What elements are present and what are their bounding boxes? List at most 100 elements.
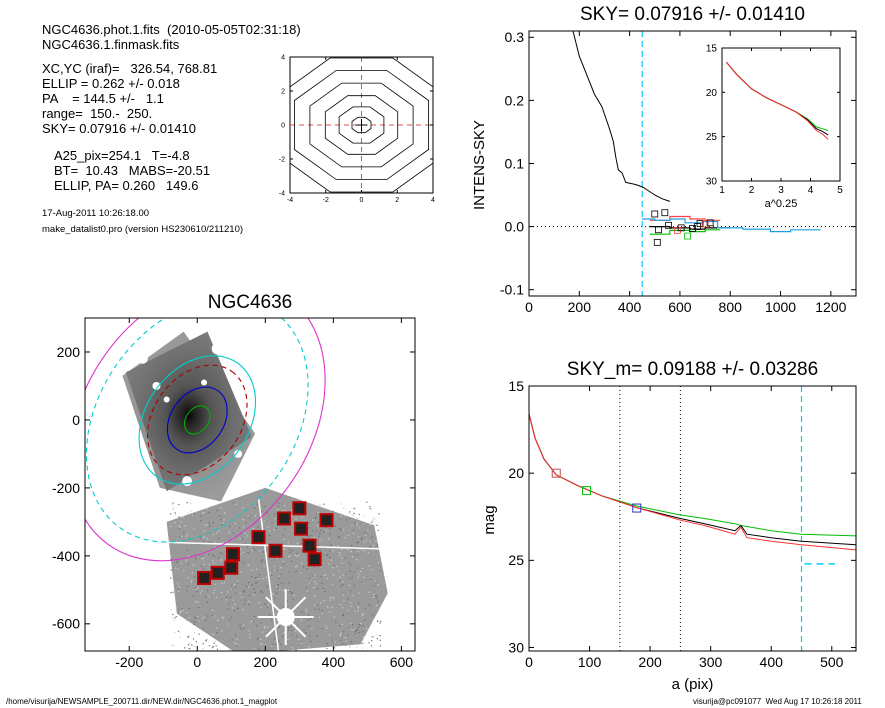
- noise-pixel: [204, 524, 206, 526]
- noise-pixel: [187, 533, 189, 536]
- noise-pixel: [232, 599, 234, 601]
- noise-pixel: [188, 648, 191, 650]
- noise-pixel: [192, 564, 194, 566]
- noise-pixel: [278, 575, 281, 577]
- noise-pixel: [317, 608, 320, 610]
- noise-pixel: [343, 600, 345, 602]
- noise-pixel: [185, 619, 188, 621]
- noise-pixel: [213, 533, 215, 536]
- noise-pixel: [235, 592, 237, 594]
- noise-pixel: [212, 521, 214, 524]
- noise-pixel: [305, 587, 307, 589]
- noise-pixel: [372, 519, 374, 521]
- noise-pixel: [195, 601, 197, 603]
- noise-pixel: [268, 530, 270, 532]
- noise-pixel: [295, 555, 297, 557]
- noise-pixel: [341, 562, 343, 564]
- noise-pixel: [251, 549, 253, 551]
- noise-pixel: [371, 569, 373, 571]
- noise-pixel: [323, 574, 325, 577]
- noise-pixel: [193, 621, 195, 623]
- noise-pixel: [187, 563, 189, 565]
- noise-pixel: [275, 567, 277, 569]
- contour-ytick-label: 4: [281, 54, 285, 61]
- noise-pixel: [177, 517, 179, 519]
- noise-pixel: [363, 642, 365, 644]
- noise-pixel: [232, 532, 234, 534]
- noise-pixel: [186, 611, 188, 614]
- noise-pixel: [228, 525, 231, 527]
- noise-pixel: [221, 524, 223, 526]
- image-content: [85, 318, 388, 651]
- noise-pixel: [211, 614, 214, 617]
- noise-pixel: [362, 625, 364, 627]
- info-date: 17-Aug-2011 10:26:18.00: [42, 208, 150, 219]
- noise-pixel: [198, 606, 200, 609]
- noise-pixel: [206, 524, 208, 526]
- noise-pixel: [249, 634, 251, 636]
- noise-pixel: [306, 611, 308, 613]
- noise-pixel: [363, 514, 365, 517]
- noise-pixel: [223, 581, 226, 583]
- noise-pixel: [300, 572, 302, 574]
- noise-pixel: [188, 608, 190, 610]
- noise-pixel: [341, 607, 344, 609]
- noise-pixel: [341, 636, 344, 638]
- noise-pixel: [271, 594, 273, 596]
- noise-pixel: [202, 557, 205, 559]
- noise-pixel: [357, 550, 359, 553]
- noise-pixel: [195, 619, 198, 621]
- noise-pixel: [289, 546, 291, 548]
- noise-pixel: [206, 508, 208, 510]
- noise-pixel: [226, 596, 228, 599]
- noise-pixel: [369, 506, 371, 508]
- noise-pixel: [321, 582, 323, 584]
- noise-pixel: [314, 536, 316, 539]
- sky-plot: 0 200 400 600 800 1000 1200 -0.1 0.0 0.1 0.2 0.3 SKY…: [471, 4, 857, 315]
- noise-pixel: [263, 627, 266, 629]
- noise-pixel: [178, 609, 180, 611]
- noise-pixel: [298, 638, 300, 641]
- noise-pixel: [208, 564, 211, 566]
- noise-pixel: [239, 553, 241, 555]
- noise-pixel: [358, 573, 360, 575]
- noise-pixel: [372, 517, 374, 519]
- noise-pixel: [266, 585, 268, 587]
- noise-pixel: [203, 616, 205, 618]
- noise-pixel: [338, 552, 341, 554]
- noise-pixel: [357, 567, 359, 569]
- noise-pixel: [208, 522, 211, 524]
- noise-pixel: [208, 511, 210, 514]
- noise-pixel: [283, 538, 285, 540]
- noise-pixel: [288, 629, 290, 632]
- noise-pixel: [332, 549, 334, 552]
- noise-pixel: [297, 554, 300, 557]
- noise-pixel: [200, 520, 202, 522]
- noise-pixel: [175, 615, 177, 618]
- noise-pixel: [307, 619, 310, 621]
- noise-pixel: [188, 617, 191, 619]
- noise-pixel: [290, 626, 292, 629]
- noise-pixel: [375, 595, 377, 597]
- noise-pixel: [329, 533, 331, 535]
- noise-pixel: [253, 594, 255, 596]
- mag-xtick-label: 200: [638, 654, 662, 670]
- noise-pixel: [180, 610, 183, 613]
- noise-pixel: [321, 504, 323, 506]
- noise-pixel: [339, 635, 341, 637]
- noise-pixel: [220, 507, 222, 509]
- noise-pixel: [205, 619, 207, 621]
- noise-pixel: [325, 508, 327, 510]
- noise-pixel: [178, 631, 180, 633]
- noise-pixel: [269, 572, 272, 574]
- noise-pixel: [380, 570, 382, 572]
- noise-pixel: [248, 582, 250, 584]
- noise-pixel: [178, 525, 180, 527]
- lower-field: [166, 487, 388, 651]
- noise-pixel: [170, 526, 172, 528]
- noise-pixel: [251, 576, 253, 578]
- noise-pixel: [301, 611, 303, 613]
- noise-pixel: [357, 554, 359, 556]
- noise-pixel: [334, 525, 336, 527]
- noise-pixel: [357, 610, 359, 612]
